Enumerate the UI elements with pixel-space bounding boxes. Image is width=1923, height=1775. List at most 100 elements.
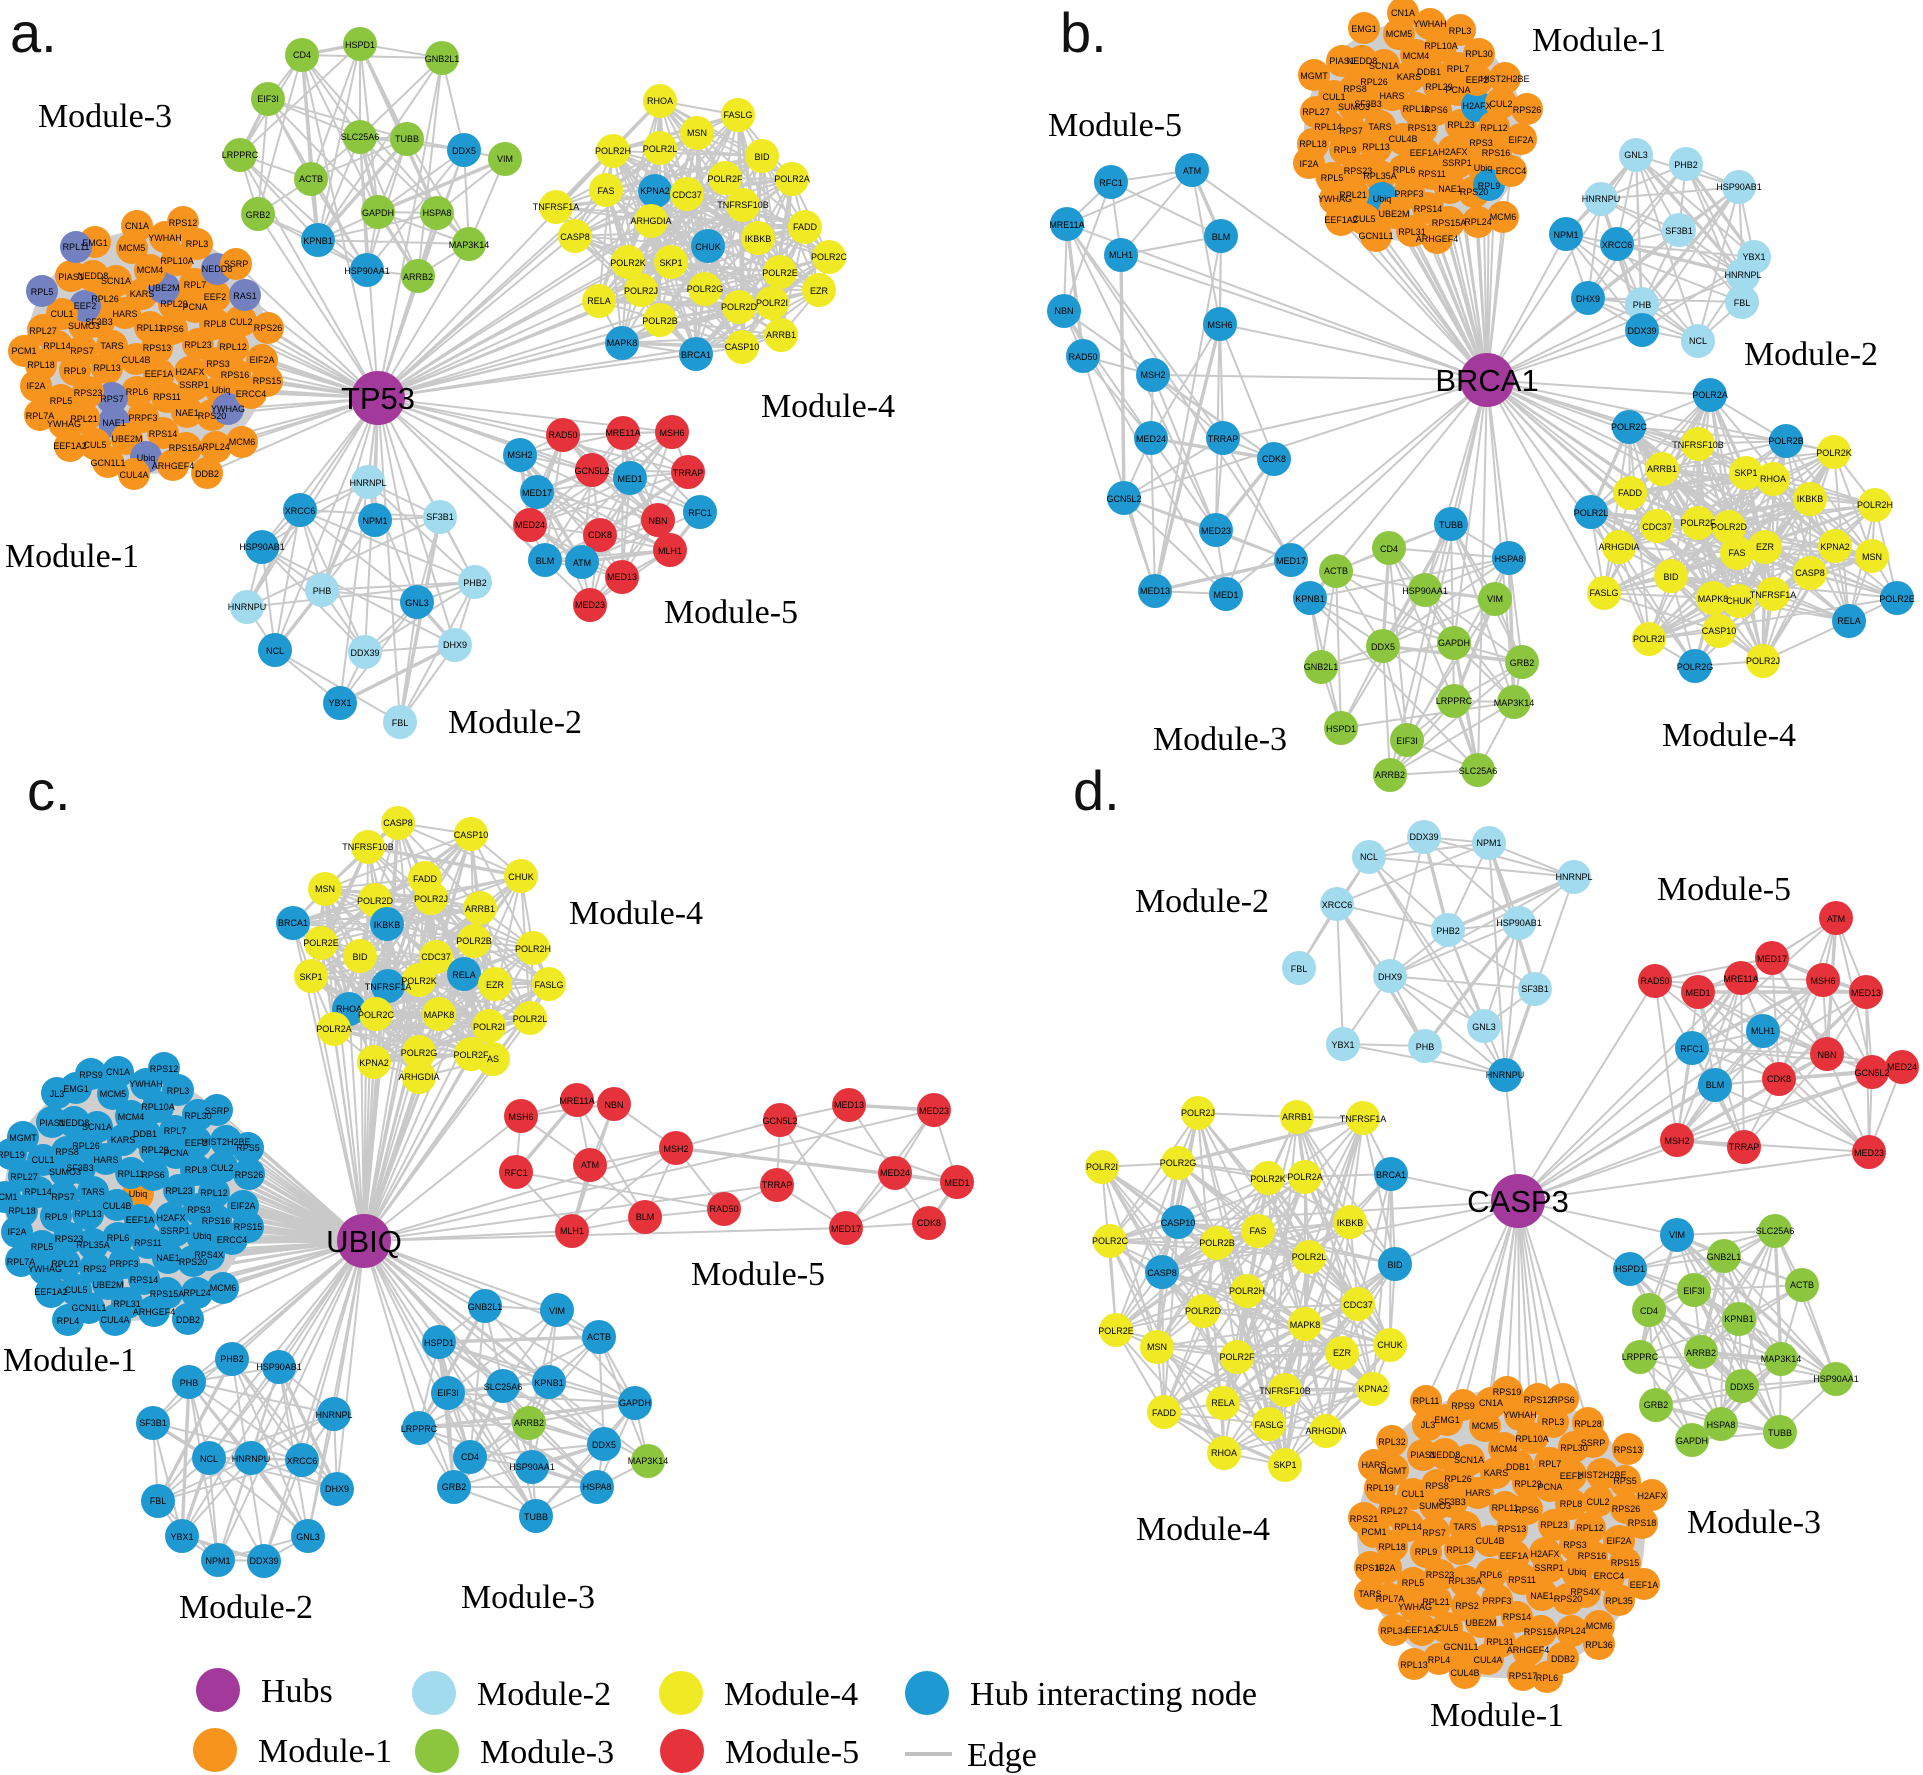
svg-text:MSH6: MSH6 [1810, 976, 1835, 986]
svg-text:HSP90AA1: HSP90AA1 [509, 1462, 555, 1472]
svg-text:EEF1A2: EEF1A2 [34, 1287, 68, 1297]
svg-text:EIF2A: EIF2A [1606, 1536, 1631, 1546]
svg-text:RPS2: RPS2 [83, 1264, 107, 1274]
svg-text:HSPA8: HSPA8 [423, 208, 452, 218]
svg-text:RPL35A: RPL35A [1448, 1576, 1482, 1586]
svg-text:RPL30: RPL30 [1465, 49, 1493, 59]
svg-text:c.: c. [27, 759, 71, 822]
svg-text:GRB2: GRB2 [1644, 1400, 1669, 1410]
svg-text:RPS12: RPS12 [169, 218, 198, 228]
svg-text:RPL23: RPL23 [165, 1186, 193, 1196]
svg-text:RPL14: RPL14 [24, 1187, 52, 1197]
svg-text:NPM1: NPM1 [1553, 230, 1578, 240]
svg-text:CUL2: CUL2 [229, 317, 252, 327]
svg-text:POLR2G: POLR2G [401, 1048, 438, 1058]
svg-text:RPL9: RPL9 [1478, 181, 1501, 191]
svg-text:POLR2A: POLR2A [1692, 390, 1728, 400]
svg-text:RPS26: RPS26 [1513, 105, 1542, 115]
svg-text:GNB2L1: GNB2L1 [468, 1302, 503, 1312]
svg-text:VIM: VIM [497, 154, 513, 164]
svg-text:RPS15A: RPS15A [150, 1289, 185, 1299]
svg-text:RPS3: RPS3 [1563, 1540, 1587, 1550]
svg-text:MED24: MED24 [1887, 1062, 1917, 1072]
svg-text:HSP90AA1: HSP90AA1 [344, 266, 390, 276]
svg-text:RPL29: RPL29 [1425, 82, 1453, 92]
svg-text:BID: BID [1387, 1260, 1403, 1270]
svg-text:PHB: PHB [1633, 300, 1652, 310]
svg-text:RPL9: RPL9 [45, 1212, 68, 1222]
svg-text:CUL4B: CUL4B [121, 355, 150, 365]
svg-text:RPL18: RPL18 [8, 1206, 36, 1216]
svg-text:MAPK8: MAPK8 [607, 338, 638, 348]
svg-text:ARRB1: ARRB1 [766, 330, 796, 340]
svg-text:ARHGEF4: ARHGEF4 [152, 461, 195, 471]
svg-text:Module-2: Module-2 [1744, 336, 1878, 373]
svg-text:TUBB: TUBB [1768, 1428, 1792, 1438]
svg-text:H2AFX: H2AFX [1462, 101, 1491, 111]
svg-text:Module-5: Module-5 [691, 1256, 825, 1293]
svg-text:Ubiq: Ubiq [1474, 163, 1493, 173]
svg-text:SF3B1: SF3B1 [426, 512, 454, 522]
svg-text:POLR2D: POLR2D [1711, 522, 1748, 532]
svg-text:KPNA2: KPNA2 [1358, 1384, 1388, 1394]
svg-text:CUL4B: CUL4B [1450, 1668, 1479, 1678]
svg-text:MGMT: MGMT [1379, 1466, 1407, 1476]
svg-text:ERCC4: ERCC4 [1594, 1571, 1625, 1581]
svg-text:EMG1: EMG1 [1434, 1415, 1460, 1425]
svg-text:HSPD1: HSPD1 [345, 40, 375, 50]
svg-text:DDX39: DDX39 [249, 1556, 278, 1566]
svg-text:RPL24: RPL24 [1464, 217, 1492, 227]
svg-text:POLR2F: POLR2F [1680, 518, 1716, 528]
svg-text:SSRP1: SSRP1 [160, 1226, 190, 1236]
svg-text:SKP1: SKP1 [659, 258, 682, 268]
svg-text:BLM: BLM [536, 556, 555, 566]
svg-text:NCL: NCL [1689, 336, 1707, 346]
svg-text:MRE11A: MRE11A [1049, 220, 1084, 230]
svg-text:RPL12: RPL12 [219, 342, 247, 352]
svg-text:NPM1: NPM1 [362, 516, 387, 526]
svg-text:KARS: KARS [130, 289, 155, 299]
svg-text:CDC37: CDC37 [1343, 1300, 1373, 1310]
svg-text:DDB2: DDB2 [1551, 1654, 1575, 1664]
svg-text:POLR2E: POLR2E [1098, 1326, 1134, 1336]
svg-text:PIAS1: PIAS1 [58, 272, 84, 282]
svg-text:YWHAG: YWHAG [47, 419, 81, 429]
svg-text:Edge: Edge [967, 1737, 1037, 1774]
svg-text:PHB2: PHB2 [220, 1354, 244, 1364]
svg-text:RPL6: RPL6 [107, 1233, 130, 1243]
svg-text:H2AFX: H2AFX [1438, 147, 1467, 157]
svg-text:CUL5: CUL5 [83, 440, 106, 450]
svg-text:POLR2I: POLR2I [473, 1022, 505, 1032]
svg-text:EIF2A: EIF2A [249, 355, 274, 365]
svg-text:SSRP: SSRP [1581, 1438, 1606, 1448]
svg-text:NPM1: NPM1 [1476, 838, 1501, 848]
svg-text:CASP8: CASP8 [560, 232, 590, 242]
svg-text:RPL13: RPL13 [1362, 142, 1390, 152]
svg-text:Module-2: Module-2 [179, 1589, 313, 1626]
svg-text:NEDD8: NEDD8 [202, 264, 233, 274]
svg-text:MAPK8: MAPK8 [1698, 594, 1729, 604]
svg-text:XRCC6: XRCC6 [287, 1456, 318, 1466]
svg-text:MCM5: MCM5 [100, 1089, 127, 1099]
svg-text:RPL23: RPL23 [184, 340, 212, 350]
svg-text:Module-1: Module-1 [1532, 22, 1666, 59]
svg-text:RPS6: RPS6 [160, 324, 184, 334]
svg-text:PHB: PHB [313, 586, 332, 596]
svg-text:HSPD1: HSPD1 [1615, 1264, 1645, 1274]
svg-text:ARHGEF4: ARHGEF4 [1507, 1645, 1550, 1655]
svg-text:YWHAG: YWHAG [1318, 194, 1352, 204]
svg-text:Module-5: Module-5 [1657, 871, 1791, 908]
svg-text:YWHAG: YWHAG [1398, 1602, 1432, 1612]
svg-text:RPS19: RPS19 [1493, 1387, 1522, 1397]
svg-text:RPL18: RPL18 [27, 360, 55, 370]
svg-text:GNL3: GNL3 [296, 1532, 320, 1542]
svg-text:RPL12: RPL12 [200, 1188, 228, 1198]
svg-text:RPS6: RPS6 [1424, 105, 1448, 115]
svg-text:Module-2: Module-2 [477, 1676, 611, 1713]
svg-text:EMG1: EMG1 [63, 1084, 89, 1094]
svg-text:DDX39: DDX39 [1627, 326, 1656, 336]
svg-text:RPS16: RPS16 [202, 1216, 231, 1226]
svg-text:POLR2A: POLR2A [774, 174, 810, 184]
svg-text:RPL11: RPL11 [1492, 1503, 1519, 1513]
svg-text:PRPF3: PRPF3 [109, 1259, 138, 1269]
